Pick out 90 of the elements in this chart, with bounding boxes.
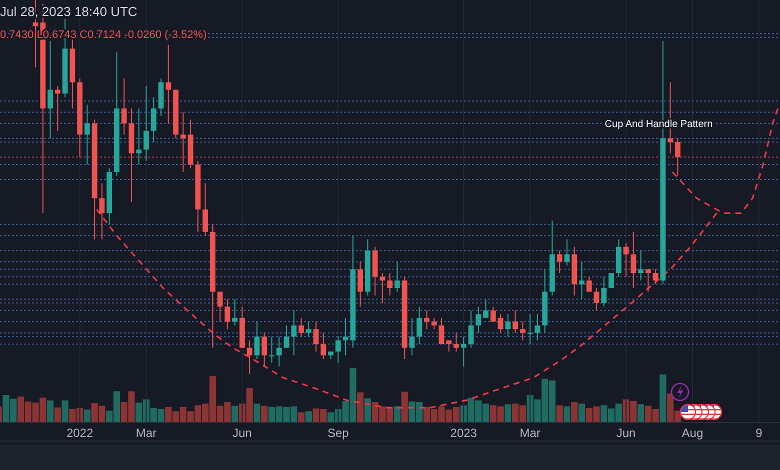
bar bbox=[571, 402, 578, 422]
candlestick bbox=[202, 182, 208, 236]
candlestick bbox=[438, 317, 444, 345]
bar bbox=[232, 406, 238, 422]
candlestick bbox=[276, 336, 282, 368]
bar bbox=[261, 406, 268, 422]
candlestick bbox=[468, 310, 474, 348]
x-tick-label: 2022 bbox=[66, 426, 94, 440]
candlestick bbox=[431, 317, 437, 330]
candlestick bbox=[217, 291, 223, 322]
bar bbox=[364, 398, 371, 422]
candlestick bbox=[630, 231, 636, 288]
bar bbox=[305, 411, 312, 422]
candlestick bbox=[579, 261, 584, 300]
candlestick bbox=[601, 276, 607, 308]
candlestick bbox=[335, 336, 341, 364]
bar bbox=[394, 406, 401, 422]
candlestick bbox=[416, 306, 422, 345]
candlestick bbox=[269, 336, 274, 364]
candlestick bbox=[476, 306, 482, 334]
candlestick bbox=[505, 314, 511, 338]
candlestick bbox=[394, 261, 400, 292]
candlestick bbox=[246, 340, 252, 374]
candlestick bbox=[498, 314, 504, 334]
x-tick-label: 2023 bbox=[450, 426, 478, 440]
bar bbox=[298, 412, 305, 422]
x-tick-label: Mar bbox=[136, 426, 157, 440]
candlestick bbox=[454, 332, 459, 352]
candlestick bbox=[608, 273, 614, 288]
candlestick bbox=[121, 78, 127, 136]
candlestick bbox=[594, 287, 600, 311]
candlestick bbox=[387, 272, 393, 296]
bar bbox=[62, 400, 68, 422]
candlestick bbox=[424, 310, 430, 330]
candlestick bbox=[675, 138, 680, 176]
bar bbox=[46, 400, 54, 422]
bar bbox=[254, 404, 260, 422]
candlestick bbox=[166, 44, 172, 124]
candlestick bbox=[623, 242, 629, 278]
x-tick-label: Aug bbox=[682, 426, 704, 440]
candlestick bbox=[490, 306, 496, 322]
bar bbox=[357, 392, 364, 422]
candlestick bbox=[638, 250, 644, 281]
bar bbox=[578, 404, 586, 422]
x-tick-label: Sep bbox=[327, 426, 350, 440]
candlestick bbox=[48, 40, 53, 139]
candlestick bbox=[262, 332, 268, 368]
candlestick bbox=[254, 321, 260, 360]
candlestick bbox=[460, 336, 466, 368]
candlestick bbox=[99, 182, 105, 240]
candlestick bbox=[150, 96, 156, 143]
candlestick bbox=[224, 298, 230, 330]
candlestick bbox=[534, 314, 540, 341]
candlestick bbox=[556, 250, 562, 274]
bar bbox=[84, 410, 90, 422]
x-tick-label: 9 bbox=[756, 426, 763, 440]
bar bbox=[564, 406, 570, 422]
candlestick bbox=[380, 272, 386, 304]
candlestick bbox=[232, 298, 238, 326]
candlestick bbox=[342, 317, 348, 356]
candlestick bbox=[306, 321, 312, 338]
candlestick bbox=[144, 86, 149, 162]
candlestick bbox=[291, 310, 297, 356]
candlestick bbox=[409, 317, 415, 356]
x-tick-label: Mar bbox=[520, 426, 540, 440]
x-tick-label: Jun bbox=[616, 426, 636, 440]
candlestick bbox=[358, 261, 363, 308]
bar bbox=[638, 404, 644, 422]
candlestick bbox=[54, 86, 60, 132]
bar bbox=[54, 407, 61, 422]
candlestick bbox=[645, 268, 651, 292]
bar bbox=[660, 374, 666, 422]
candlestick bbox=[652, 268, 658, 285]
bar bbox=[556, 405, 563, 422]
candlestick bbox=[313, 321, 319, 352]
candlestick bbox=[136, 108, 142, 166]
candlestick bbox=[564, 238, 570, 266]
candlestick bbox=[84, 104, 90, 166]
candlestick bbox=[520, 321, 526, 341]
candlestick bbox=[320, 332, 326, 360]
candlestick bbox=[483, 298, 488, 318]
candlestick bbox=[284, 324, 290, 348]
bar bbox=[504, 404, 512, 422]
bar bbox=[401, 392, 408, 422]
candlestick bbox=[586, 276, 592, 292]
candlestick bbox=[298, 317, 304, 338]
candlestick bbox=[180, 112, 186, 173]
candlestick bbox=[512, 310, 518, 334]
x-tick-label: Jun bbox=[232, 426, 252, 440]
candlestick bbox=[527, 314, 533, 345]
